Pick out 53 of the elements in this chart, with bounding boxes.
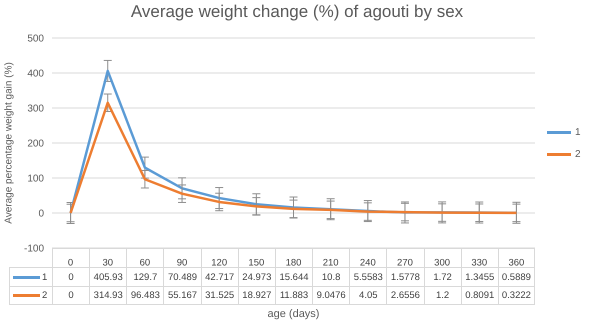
x-axis-title: age (days) [266,308,320,320]
data-label: 1.2 [424,286,461,305]
data-label: 10.8 [312,267,350,286]
legend-label: 2 [574,148,581,162]
x-tick-label: 30 [102,258,114,269]
data-label: 2.6556 [386,286,424,305]
y-tick-label: 500 [27,34,44,45]
data-label: 0 [52,286,90,305]
x-tick-label: 240 [360,258,376,269]
data-label: 1.3455 [460,267,498,286]
text: 2 [42,290,48,301]
data-label: 96.483 [126,286,164,305]
data-label: 1.72 [424,267,461,286]
x-tick-label: 270 [397,258,413,269]
data-label: 9.0476 [312,286,350,305]
text: 1 [42,272,48,282]
data-label: 129.7 [126,267,164,286]
data-label: 18.927 [238,286,275,305]
x-tick-label: 120 [211,258,228,269]
data-label: 0.3222 [498,286,535,305]
x-tick-label: 300 [434,258,450,269]
legend-label: 1 [574,126,581,140]
x-tick-label: 360 [508,258,524,269]
x-tick-label: 150 [248,258,264,269]
data-label: 314.93 [89,286,126,305]
x-tick-label: 0 [68,258,74,269]
data-label: 1.5778 [386,267,424,286]
data-label: 0.5889 [498,267,535,286]
data-label: 55.167 [163,286,201,305]
x-tick-label: 60 [140,258,150,269]
data-label: 42.717 [200,267,238,286]
line-series [69,102,518,214]
x-tick-label: 210 [322,258,339,269]
y-tick-label: 300 [27,104,44,115]
data-label: 11.883 [274,286,312,305]
y-tick-label: 400 [27,68,44,80]
y-axis-title: Average percentage weight gain (%) [4,62,15,224]
y-tick-label: 200 [27,138,44,150]
data-label: 31.525 [200,286,238,305]
x-tick-label: 90 [176,258,188,269]
data-label: 5.5583 [349,267,386,286]
chart-title: Average weight change (%) of agouti by sex [130,2,464,22]
data-label: 15.644 [274,267,312,286]
x-tick-label: 180 [286,258,302,269]
data-label: 4.05 [349,286,386,305]
data-label: 24.973 [238,267,275,286]
x-tick-label: 330 [471,258,488,269]
data-label: 70.489 [163,267,201,286]
data-label: 0.8091 [460,286,498,305]
y-tick-label: 100 [27,174,44,185]
data-label: 405.93 [89,267,126,286]
y-tick-label: 0 [38,208,44,220]
y-tick-label: -100 [24,244,44,255]
